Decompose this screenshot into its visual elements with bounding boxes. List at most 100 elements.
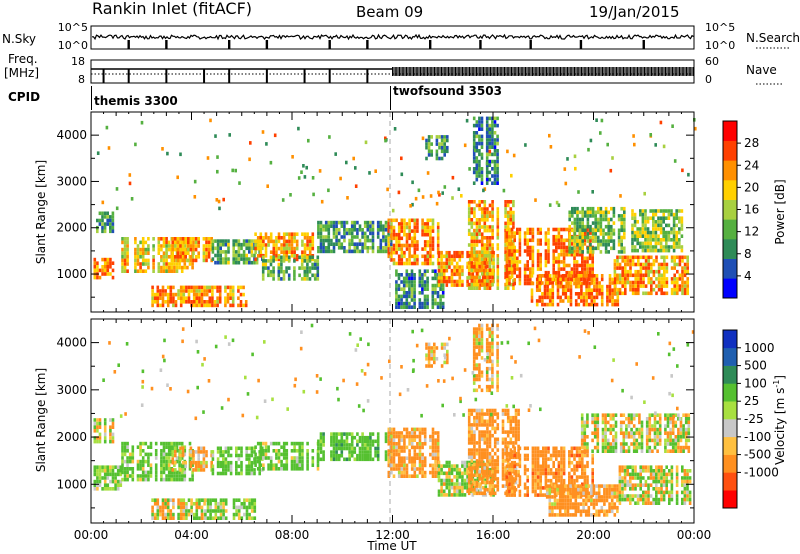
heatmap-cell-r7 <box>303 269 307 274</box>
heatmap-cell-r5 <box>229 296 232 300</box>
heatmap-cell-r1 <box>111 479 115 484</box>
heatmap-cell-r5 <box>179 289 183 293</box>
colorbar-swatch <box>723 160 737 181</box>
heatmap-cell-r16 <box>618 277 622 281</box>
heatmap-cell-r9 <box>413 222 417 226</box>
heatmap-cell-r1 <box>93 479 97 484</box>
heatmap-cell-r9 <box>408 474 411 478</box>
heatmap-cell-r3 <box>176 255 180 259</box>
heatmap-cell-r15 <box>573 246 577 251</box>
heatmap-cell-r18 <box>446 149 449 154</box>
heatmap-cell-r8 <box>335 220 338 225</box>
heatmap-cell-r16 <box>634 291 637 296</box>
heatmap-cell-r9 <box>408 460 411 464</box>
heatmap-cell-r7 <box>282 449 286 453</box>
heatmap-cell-r11 <box>437 272 441 277</box>
heatmap-cell-r9 <box>397 236 401 241</box>
heatmap-cell-r10 <box>455 467 459 472</box>
heatmap-cell-r9 <box>405 243 409 248</box>
heatmap-cell-r16 <box>634 284 637 288</box>
heatmap-cell-r2 <box>162 251 166 255</box>
heatmap-cell-r12 <box>486 236 489 240</box>
heatmap-cell-r7 <box>293 449 296 453</box>
heatmap-cell-r13 <box>518 274 522 279</box>
heatmap-cell-r13 <box>573 270 576 275</box>
heatmap-cell-r10 <box>440 485 443 490</box>
heatmap-cell-r3 <box>207 255 211 259</box>
heatmap-cell-r13 <box>529 249 532 253</box>
heatmap-scatter-cell <box>483 187 487 191</box>
heatmap-cell-r12 <box>488 268 492 272</box>
heatmap-cell-r12 <box>496 221 500 226</box>
heatmap-cell-r19 <box>472 181 476 185</box>
heatmap-cell-r9 <box>426 225 430 230</box>
heatmap-cell-r18 <box>435 138 439 143</box>
heatmap-cell-r13 <box>531 260 535 264</box>
heatmap-cell-r8 <box>335 231 338 236</box>
heatmap-scatter-cell <box>577 190 580 194</box>
heatmap-cell-r12 <box>480 282 484 287</box>
heatmap-cell-r3 <box>194 240 198 245</box>
heatmap-cell-r5 <box>151 300 154 304</box>
heatmap-cell-r8 <box>369 446 372 451</box>
heatmap-cell-r8 <box>324 235 328 239</box>
heatmap-cell-r8 <box>350 446 354 451</box>
heatmap-cell-r15 <box>591 214 595 218</box>
heatmap-cell-r9 <box>418 438 422 442</box>
heatmap-cell-r0 <box>93 418 97 422</box>
heatmap-cell-r12 <box>473 286 476 290</box>
heatmap-cell-r8 <box>343 432 346 436</box>
heatmap-cell-r5 <box>237 303 240 308</box>
heatmap-scatter-cell <box>429 194 433 198</box>
heatmap-cell-r9 <box>413 225 417 230</box>
heatmap-cell-r10 <box>413 280 416 284</box>
heatmap-cell-r12 <box>473 257 476 262</box>
heatmap-cell-r17 <box>641 209 645 213</box>
heatmap-cell-r9 <box>397 222 401 226</box>
heatmap-cell-r2 <box>165 262 168 266</box>
heatmap-cell-r7 <box>261 266 265 270</box>
heatmap-cell-r12 <box>483 279 487 283</box>
heatmap-cell-r9 <box>392 442 396 446</box>
heatmap-cell-r2 <box>178 477 181 482</box>
heatmap-cell-r2 <box>131 470 135 475</box>
heatmap-cell-r14 <box>574 292 578 296</box>
heatmap-cell-r5 <box>245 505 249 510</box>
heatmap-cell-r5 <box>179 285 183 290</box>
heatmap-cell-r5 <box>172 285 175 290</box>
heatmap-cell-r10 <box>441 291 445 295</box>
heatmap-cell-r2 <box>134 269 137 273</box>
heatmap-cell-r10 <box>413 301 416 306</box>
heatmap-cell-r2 <box>160 265 163 270</box>
heatmap-cell-r13 <box>586 260 589 264</box>
heatmap-cell-r5 <box>226 292 230 297</box>
heatmap-cell-r5 <box>245 498 249 502</box>
heatmap-cell-r9 <box>416 240 419 244</box>
heatmap-scatter-cell <box>269 160 273 165</box>
heatmap-cell-r12 <box>473 243 476 247</box>
heatmap-cell-r1 <box>109 487 112 491</box>
heatmap-cell-r19 <box>488 131 492 135</box>
heatmap-cell-r16 <box>647 277 650 281</box>
heatmap-cell-r16 <box>624 284 627 288</box>
heatmap-cell-r12 <box>491 210 494 215</box>
heatmap-cell-r2 <box>167 467 171 471</box>
heatmap-cell-r2 <box>128 474 132 478</box>
heatmap-cell-r7 <box>256 441 260 446</box>
heatmap-cell-r16 <box>613 284 617 288</box>
heatmap-cell-r9 <box>416 474 419 478</box>
heatmap-cell-r9 <box>434 438 437 442</box>
heatmap-cell-r8 <box>371 220 375 225</box>
heatmap-cell-r8 <box>327 246 331 250</box>
heatmap-cell-r14 <box>564 277 568 282</box>
heatmap-cell-r0 <box>106 257 110 262</box>
heatmap-scatter-cell <box>574 166 577 171</box>
heatmap-cell-r7 <box>259 445 263 449</box>
heatmap-cell-r9 <box>395 247 398 251</box>
heatmap-cell-r10 <box>397 294 401 299</box>
heatmap-cell-r5 <box>153 300 157 304</box>
heatmap-cell-r1 <box>114 465 117 469</box>
heatmap-cell-r2 <box>147 265 150 270</box>
heatmap-cell-r1 <box>101 476 104 480</box>
heatmap-cell-r14 <box>543 295 547 300</box>
